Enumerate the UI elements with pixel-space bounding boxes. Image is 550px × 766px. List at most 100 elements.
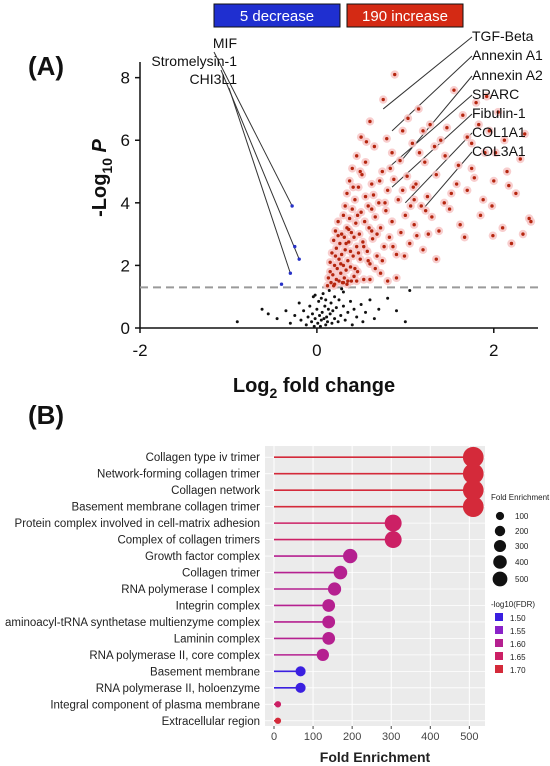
ns-point (346, 310, 350, 314)
ns-point (408, 288, 412, 292)
increase-point (331, 273, 335, 277)
gene-labels: MIF Stromelysin-1 CHI3L1 TGF-Beta Annexin A1… (151, 28, 543, 159)
ns-point (316, 321, 320, 325)
ns-point (297, 301, 301, 305)
increase-point (356, 185, 361, 189)
increase-point (426, 232, 431, 236)
ns-point (341, 290, 345, 294)
x-tick-label: 0 (312, 341, 321, 360)
increase-point (341, 213, 346, 218)
increase-point (326, 276, 331, 280)
ns-point (352, 307, 356, 311)
category-label: Integrin complex (176, 600, 261, 612)
increase-point (362, 244, 366, 249)
increase-point (370, 229, 374, 233)
increase-point (391, 244, 395, 249)
ns-point (318, 324, 322, 328)
increase-point (338, 241, 342, 246)
increase-point (403, 213, 408, 218)
decrease-point (297, 257, 301, 261)
ns-point (350, 323, 354, 327)
increase-point (478, 213, 483, 218)
increase-point (384, 208, 388, 213)
increase-point (347, 179, 352, 183)
legend-decrease-label: 5 decrease (240, 8, 314, 25)
ns-point (359, 303, 363, 307)
decrease-point (288, 271, 293, 275)
increase-point (330, 251, 334, 255)
increase-point (333, 229, 338, 233)
ns-point (310, 312, 314, 316)
ns-point (318, 313, 322, 317)
legend-color-swatch (495, 652, 503, 660)
ns-point (333, 295, 337, 299)
increase-point (366, 204, 370, 208)
ns-point (288, 321, 292, 325)
increase-point (437, 229, 441, 233)
data-points (235, 70, 536, 328)
lollipops (274, 446, 484, 724)
increase-point (331, 238, 336, 243)
increase-point (328, 260, 332, 264)
increase-point (523, 132, 527, 136)
increase-point (381, 97, 385, 102)
legend-size-label: 400 (515, 558, 529, 567)
increase-point (373, 266, 377, 271)
ns-point (235, 320, 239, 324)
gene-label: MIF (213, 35, 237, 51)
increase-point (335, 266, 339, 271)
ns-point (331, 309, 335, 313)
increase-point (408, 204, 413, 208)
category-label: Protein complex involved in cell-matrix … (15, 518, 260, 530)
increase-point (355, 213, 360, 218)
lollipop-head (322, 615, 336, 629)
increase-point (361, 240, 365, 244)
increase-point (339, 271, 343, 275)
increase-point (344, 241, 348, 246)
legend-size-label: 500 (515, 575, 529, 584)
increase-point (368, 119, 372, 124)
ns-point (330, 321, 334, 325)
increase-point (346, 259, 350, 263)
panel-label-a: (A) (28, 51, 64, 81)
increase-point (357, 232, 362, 236)
gene-label-leader (422, 151, 473, 210)
increase-point (509, 241, 514, 246)
ns-point (326, 307, 330, 311)
increase-point (353, 197, 357, 202)
increase-point (325, 284, 330, 288)
increase-point (348, 265, 353, 269)
ns-point (319, 296, 323, 300)
increase-point (481, 197, 485, 202)
ns-point (320, 310, 324, 314)
increase-point (367, 226, 371, 230)
increase-point (505, 169, 509, 174)
ns-point (329, 301, 333, 305)
ns-point (324, 323, 328, 327)
increase-point (423, 160, 427, 164)
ns-point (341, 304, 345, 308)
increase-point (337, 279, 341, 283)
increase-point (385, 279, 390, 283)
category-label: aminoacyl-tRNA synthetase multienzyme co… (5, 617, 260, 629)
ns-point (336, 320, 340, 324)
increase-point (434, 257, 438, 261)
x-tick-label: 200 (343, 731, 361, 743)
increase-point (351, 254, 355, 258)
increase-point (350, 207, 354, 211)
legend-box-increase (346, 3, 464, 28)
category-label: Collagen trimer (182, 568, 260, 580)
increase-point (483, 151, 487, 155)
legend-color-label: 1.50 (510, 614, 526, 623)
increase-point (469, 166, 474, 171)
increase-point (416, 107, 421, 111)
increase-point (477, 122, 481, 127)
increase-point (400, 188, 405, 193)
increase-point (358, 257, 362, 261)
increase-point (372, 144, 377, 149)
increase-point (336, 233, 340, 238)
increase-point (428, 122, 432, 127)
increase-point (339, 252, 344, 257)
ns-point (328, 312, 332, 316)
